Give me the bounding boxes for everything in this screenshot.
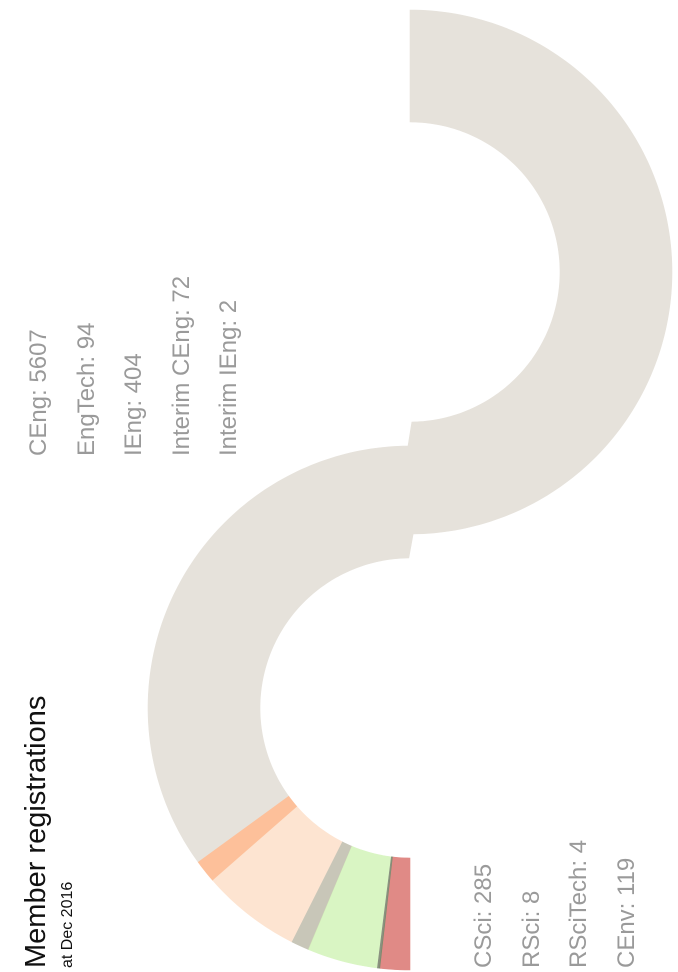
label-interim-ceng: Interim CEng: 72 [168,276,195,456]
chart-segments [147,9,673,971]
label-ceng: CEng: 5607 [25,329,52,456]
label-rscitech: RSciTech: 4 [565,840,592,968]
label-rsci: RSci: 8 [518,891,545,968]
chart-subtitle: at Dec 2016 [59,882,76,968]
label-cenv: CEnv: 119 [613,858,640,968]
label-interim-ieng: Interim IEng: 2 [215,300,242,456]
label-csci: CSci: 285 [470,864,497,968]
label-engtech: EngTech: 94 [73,323,100,456]
segment-cenv [380,856,411,971]
label-ieng: IEng: 404 [120,353,147,456]
chart-title: Member registrations [20,696,52,968]
